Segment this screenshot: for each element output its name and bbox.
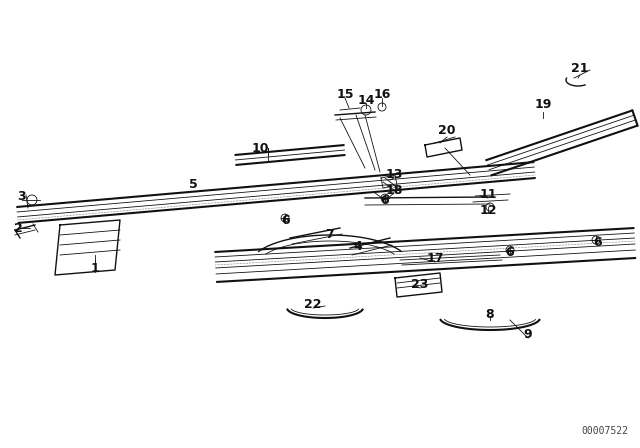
Text: 22: 22	[304, 298, 322, 311]
Text: 23: 23	[412, 279, 429, 292]
Text: 16: 16	[373, 89, 390, 102]
Text: 8: 8	[486, 309, 494, 322]
Text: 20: 20	[438, 124, 456, 137]
Text: 9: 9	[524, 328, 532, 341]
Text: 6: 6	[506, 246, 515, 259]
Text: 21: 21	[572, 61, 589, 74]
Text: 2: 2	[13, 221, 22, 234]
Text: 5: 5	[189, 178, 197, 191]
Text: 10: 10	[252, 142, 269, 155]
Text: 12: 12	[479, 203, 497, 216]
Text: 17: 17	[426, 251, 444, 264]
Text: 6: 6	[282, 214, 291, 227]
Text: 4: 4	[354, 241, 362, 254]
Text: 19: 19	[534, 99, 552, 112]
Text: 11: 11	[479, 189, 497, 202]
Text: 18: 18	[385, 184, 403, 197]
Text: 00007522: 00007522	[581, 426, 628, 436]
Text: 6: 6	[381, 194, 389, 207]
Text: 15: 15	[336, 89, 354, 102]
Text: 14: 14	[357, 94, 375, 107]
Text: 6: 6	[594, 236, 602, 249]
Text: 7: 7	[326, 228, 334, 241]
Text: 13: 13	[385, 168, 403, 181]
Text: 1: 1	[91, 262, 99, 275]
Text: 3: 3	[18, 190, 26, 203]
